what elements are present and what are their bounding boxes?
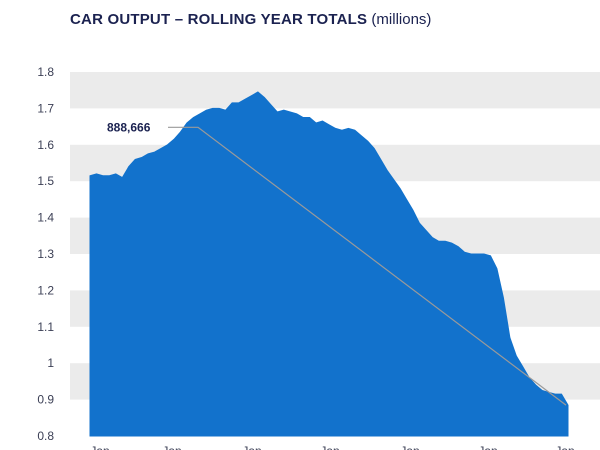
x-tick-label: Jan (242, 444, 261, 450)
annotation-connector (168, 126, 567, 406)
y-tick-label: 1.6 (37, 138, 54, 152)
x-tick-label: Jan (555, 444, 574, 450)
y-tick-label: 1.4 (37, 211, 54, 225)
y-tick-label: 0.8 (37, 429, 54, 443)
y-tick-label: 1.3 (37, 247, 54, 261)
y-tick-label: 1.8 (37, 65, 54, 79)
x-tick-label: Jan (478, 444, 497, 450)
annotation-label: 888,666 (107, 120, 151, 134)
chart-title-text: CAR OUTPUT – ROLLING YEAR TOTALS (70, 11, 368, 28)
series-area (89, 91, 569, 437)
y-tick-label: 1 (47, 356, 54, 370)
y-tick-label: 1.5 (37, 174, 54, 188)
chart-title: CAR OUTPUT – ROLLING YEAR TOTALS (millio… (70, 11, 431, 28)
x-tick-label: Jan (400, 444, 419, 450)
y-tick-label: 1.7 (37, 101, 54, 115)
y-tick-label: 1.2 (37, 283, 54, 297)
y-tick-label: 0.9 (37, 393, 54, 407)
chart-unit: (millions) (371, 11, 432, 28)
x-tick-label: Jan (320, 444, 339, 450)
x-tick-label: Jan (162, 444, 181, 450)
y-tick-label: 1.1 (37, 320, 54, 334)
x-tick-label: Jan (90, 444, 109, 450)
grid-band (70, 72, 600, 109)
